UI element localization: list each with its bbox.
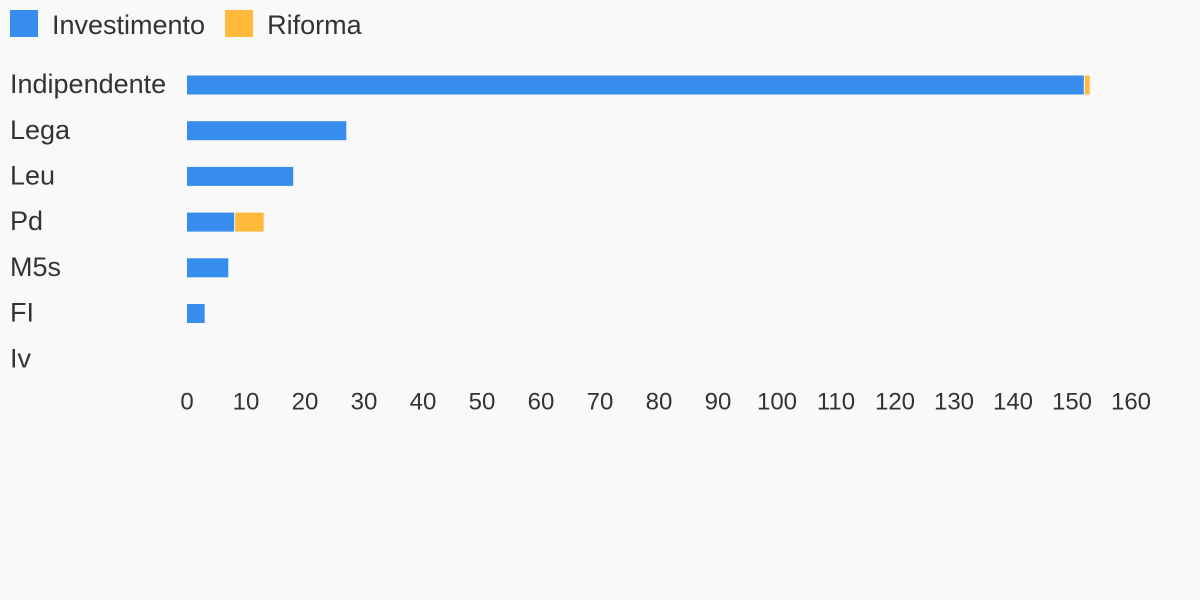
x-tick-label: 30	[351, 388, 378, 415]
x-tick-label: 70	[587, 388, 614, 415]
y-tick-label: Indipendente	[10, 69, 166, 99]
x-tick-label: 20	[292, 388, 319, 415]
y-tick-label: M5s	[10, 252, 61, 282]
legend-swatch	[225, 10, 254, 37]
bar-segment	[1084, 75, 1090, 95]
bar-segment	[187, 166, 294, 186]
bar-segment	[187, 75, 1084, 95]
x-tick-label: 110	[817, 388, 855, 415]
bar-segment	[235, 212, 264, 232]
x-tick-label: 60	[528, 388, 555, 415]
y-tick-label: Pd	[10, 206, 43, 236]
x-tick-label: 40	[410, 388, 437, 415]
x-tick-label: 50	[469, 388, 496, 415]
legend-label: Riforma	[267, 10, 362, 40]
x-tick-label: 100	[757, 388, 797, 415]
bar-segment	[187, 121, 347, 141]
y-tick-label: Lega	[10, 115, 71, 145]
y-tick-label: Iv	[10, 343, 32, 373]
x-tick-label: 10	[233, 388, 260, 415]
x-tick-label: 80	[646, 388, 673, 415]
x-tick-label: 120	[875, 388, 915, 415]
x-tick-label: 130	[934, 388, 974, 415]
x-tick-label: 90	[705, 388, 732, 415]
bar-segment	[187, 212, 235, 232]
y-tick-label: FI	[10, 298, 34, 328]
x-tick-label: 160	[1111, 388, 1151, 415]
bar-segment	[187, 258, 229, 278]
x-tick-label: 140	[993, 388, 1033, 415]
legend-label: Investimento	[52, 10, 205, 40]
bar-segment	[187, 304, 205, 323]
legend-swatch	[10, 10, 38, 37]
x-tick-label: 150	[1052, 388, 1092, 415]
y-tick-label: Leu	[10, 161, 55, 191]
x-tick-label: 0	[180, 388, 193, 415]
